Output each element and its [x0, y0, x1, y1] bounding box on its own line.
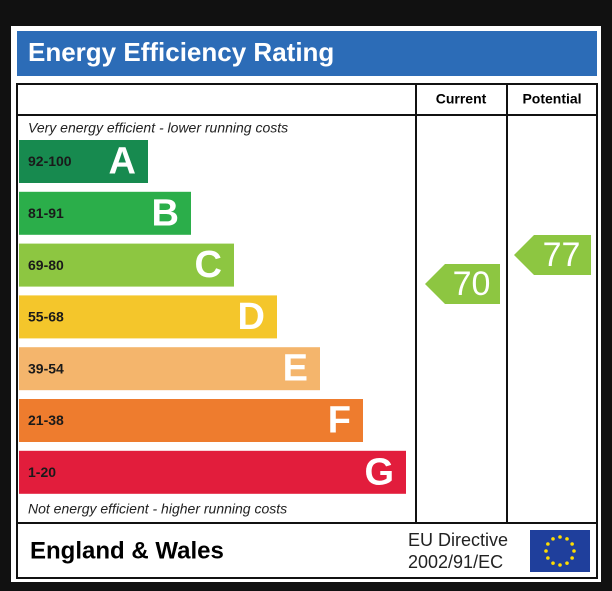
star — [551, 561, 555, 565]
band-letter: C — [195, 244, 222, 286]
band-range: 92-100 — [28, 153, 72, 169]
band-bar — [19, 347, 320, 391]
band-letter: B — [152, 192, 179, 234]
band-bar — [19, 399, 363, 442]
title: Energy Efficiency Rating — [28, 37, 334, 67]
directive: EU Directive — [408, 530, 508, 550]
star — [551, 537, 555, 541]
band-bar — [19, 243, 234, 287]
star — [544, 549, 548, 553]
column-header: Current — [436, 91, 487, 107]
bottom-note: Not energy efficient - higher running co… — [28, 501, 287, 517]
title-bar — [17, 31, 597, 76]
star — [546, 556, 550, 560]
star — [572, 549, 576, 553]
eu-stars — [544, 535, 576, 567]
band-bar — [19, 450, 406, 494]
band-letter: D — [238, 296, 265, 338]
star — [558, 563, 562, 567]
band-bar — [19, 295, 277, 339]
band-letter: E — [283, 348, 308, 390]
band-range: 55-68 — [28, 309, 64, 325]
star — [570, 556, 574, 560]
star — [565, 561, 569, 565]
band-letter: G — [364, 451, 394, 493]
rating-value: 77 — [543, 236, 581, 274]
band-range: 1-20 — [28, 464, 56, 480]
star — [570, 542, 574, 546]
rating-arrow — [425, 264, 500, 304]
band-bar — [19, 191, 191, 235]
column-header: Potential — [522, 91, 581, 107]
star — [546, 542, 550, 546]
rating-arrow — [514, 235, 591, 275]
region: England & Wales — [30, 537, 224, 564]
band-bar — [19, 140, 148, 183]
directive: 2002/91/EC — [408, 552, 503, 572]
band-letter: F — [328, 400, 351, 442]
arrows: 70 77 — [425, 235, 591, 304]
band-range: 39-54 — [28, 360, 64, 376]
star — [558, 535, 562, 539]
bands: 92-100 A 81-91 B 69-80 C 55-68 D 39-54 E 21-38 F 1-2… — [19, 140, 406, 494]
star — [565, 537, 569, 541]
band-range: 81-91 — [28, 205, 64, 221]
footer-frame — [16, 522, 598, 579]
top-note: Very energy efficient - lower running co… — [28, 120, 288, 136]
band-range: 21-38 — [28, 412, 64, 428]
rating-value: 70 — [453, 265, 491, 303]
band-range: 69-80 — [28, 257, 64, 273]
band-letter: A — [109, 141, 136, 183]
